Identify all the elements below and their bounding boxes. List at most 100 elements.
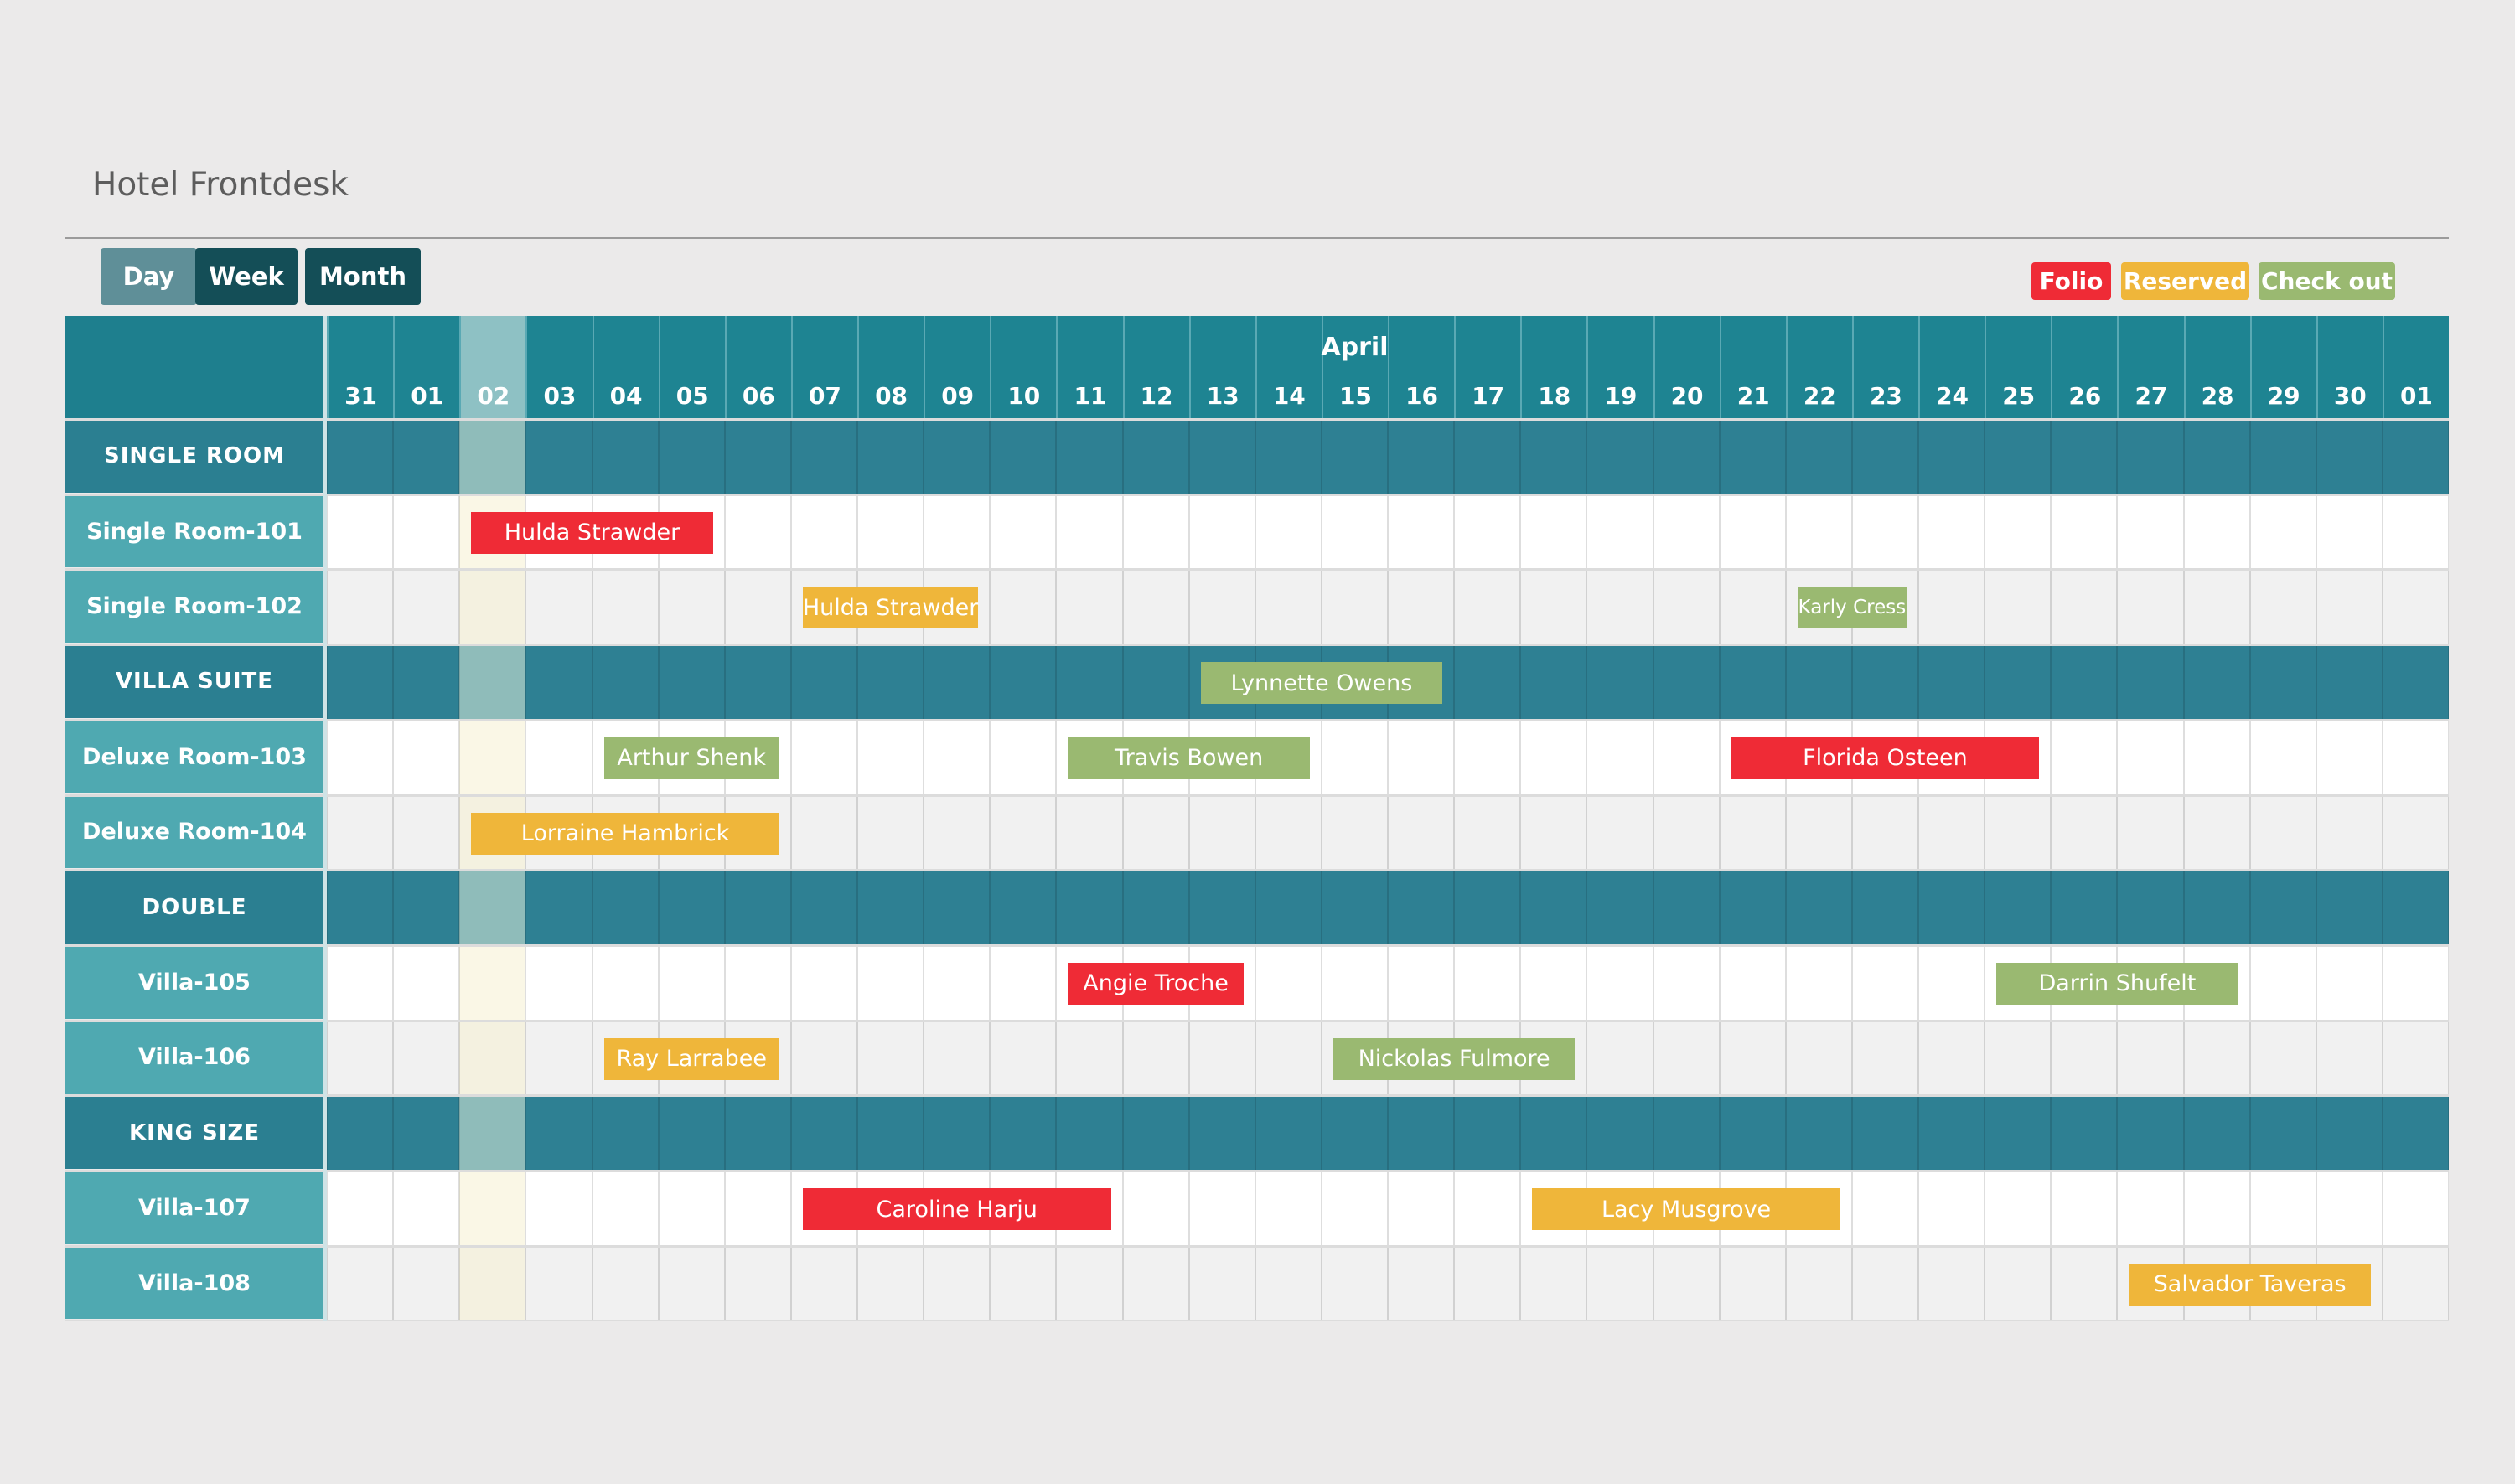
row-background [327, 570, 2449, 646]
day-header: 19 [1586, 316, 1653, 420]
row-divider [65, 644, 2449, 647]
booking-bar[interactable]: Hulda Strawder [803, 587, 978, 629]
day-header: 12 [1122, 316, 1189, 420]
day-header: 15 [1321, 316, 1388, 420]
day-header: 04 [592, 316, 659, 420]
room-group-label: VILLA SUITE [65, 645, 323, 718]
row-divider [65, 1170, 2449, 1172]
legend-folio: Folio [2031, 262, 2111, 300]
booking-calendar: 31 01 02 03 04 05 06 07 08 09 10 11 12 13 14 15 16 17 18 19… [65, 316, 2449, 1321]
view-day-button[interactable]: Day [101, 248, 197, 305]
room-label[interactable]: Single Room-102 [65, 570, 323, 644]
booking-bar[interactable]: Lacy Musgrove [1532, 1188, 1840, 1230]
day-header: 30 [2316, 316, 2383, 420]
room-group-label: DOUBLE [65, 871, 323, 944]
day-header: 11 [1056, 316, 1123, 420]
view-week-button[interactable]: Week [195, 248, 298, 305]
booking-bar[interactable]: Darrin Shufelt [1996, 962, 2238, 1005]
month-label: April [1321, 333, 1389, 362]
header-corner [65, 316, 325, 420]
room-label[interactable]: Single Room-101 [65, 494, 323, 568]
day-header: 13 [1188, 316, 1255, 420]
day-header: 27 [2117, 316, 2184, 420]
today-column-highlight [459, 945, 526, 1021]
row-divider [65, 568, 2449, 571]
room-label[interactable]: Deluxe Room-103 [65, 720, 323, 794]
today-column-highlight [459, 1171, 526, 1247]
day-header: 01 [2382, 316, 2449, 420]
day-header: 29 [2249, 316, 2316, 420]
day-header: 16 [1388, 316, 1455, 420]
booking-bar[interactable]: Arthur Shenk [603, 737, 779, 779]
booking-bar[interactable]: Nickolas Fulmore [1333, 1037, 1576, 1080]
day-header: 20 [1653, 316, 1720, 420]
day-header: 08 [857, 316, 924, 420]
booking-bar[interactable]: Angie Troche [1068, 962, 1244, 1005]
today-column-highlight [459, 1246, 526, 1321]
title-divider [65, 237, 2449, 239]
row-divider [65, 794, 2449, 797]
day-header: 01 [393, 316, 460, 420]
booking-bar[interactable]: Travis Bowen [1068, 737, 1310, 779]
row-divider [65, 493, 2449, 496]
day-header: 03 [525, 316, 593, 420]
legend-check-out: Check out [2259, 262, 2395, 300]
today-column-highlight [459, 720, 526, 796]
booking-bar[interactable]: Lynnette Owens [1200, 662, 1443, 705]
page-title: Hotel Frontdesk [92, 166, 349, 204]
today-column-highlight [459, 1096, 526, 1171]
row-background [327, 1096, 2449, 1171]
legend-reserved: Reserved [2121, 262, 2249, 300]
today-column-highlight [459, 570, 526, 646]
row-divider [65, 1320, 2449, 1321]
room-group-label: KING SIZE [65, 1096, 323, 1169]
view-month-button[interactable]: Month [305, 248, 421, 305]
day-header: 23 [1851, 316, 1918, 420]
booking-bar[interactable]: Lorraine Hambrick [471, 812, 779, 855]
today-column-highlight [459, 420, 526, 495]
day-header: 24 [1918, 316, 1985, 420]
room-label[interactable]: Villa-107 [65, 1171, 323, 1244]
row-background [327, 871, 2449, 946]
booking-bar[interactable]: Salvador Taveras [2129, 1263, 2371, 1306]
room-label[interactable]: Deluxe Room-104 [65, 795, 323, 869]
row-divider [65, 1094, 2449, 1098]
booking-bar[interactable]: Caroline Harju [802, 1188, 1111, 1230]
today-column-highlight [459, 645, 526, 721]
booking-bar[interactable]: Hulda Strawder [471, 511, 713, 554]
day-header: 21 [1719, 316, 1786, 420]
row-background [327, 1246, 2449, 1321]
today-column-highlight [459, 1021, 526, 1097]
day-header: 10 [990, 316, 1057, 420]
row-background [327, 1171, 2449, 1247]
day-header: 06 [724, 316, 791, 420]
row-divider [65, 718, 2449, 721]
room-label[interactable]: Villa-106 [65, 1021, 323, 1094]
day-header: 17 [1454, 316, 1521, 420]
room-group-label: SINGLE ROOM [65, 420, 323, 493]
row-divider [65, 1019, 2449, 1022]
row-divider [65, 944, 2449, 947]
day-header: 07 [790, 316, 857, 420]
day-header: 22 [1785, 316, 1852, 420]
room-label[interactable]: Villa-108 [65, 1246, 323, 1320]
day-header: 02 [459, 316, 526, 420]
today-column-highlight [459, 871, 526, 946]
row-divider [65, 418, 2449, 421]
day-header: 14 [1255, 316, 1322, 420]
day-header: 25 [1985, 316, 2052, 420]
day-header: 05 [658, 316, 725, 420]
day-header: 09 [924, 316, 991, 420]
booking-bar[interactable]: Florida Osteen [1731, 737, 2040, 779]
label-column-divider [323, 316, 327, 1321]
day-header: 26 [2051, 316, 2118, 420]
day-header: 18 [1520, 316, 1587, 420]
day-header: 28 [2183, 316, 2250, 420]
booking-bar[interactable]: Ray Larrabee [603, 1037, 779, 1080]
row-background [327, 420, 2449, 495]
row-divider [65, 1244, 2449, 1248]
room-label[interactable]: Villa-105 [65, 945, 323, 1019]
row-divider [65, 869, 2449, 872]
day-header: 31 [327, 316, 394, 420]
booking-bar[interactable]: Karly Cress [1797, 587, 1907, 629]
